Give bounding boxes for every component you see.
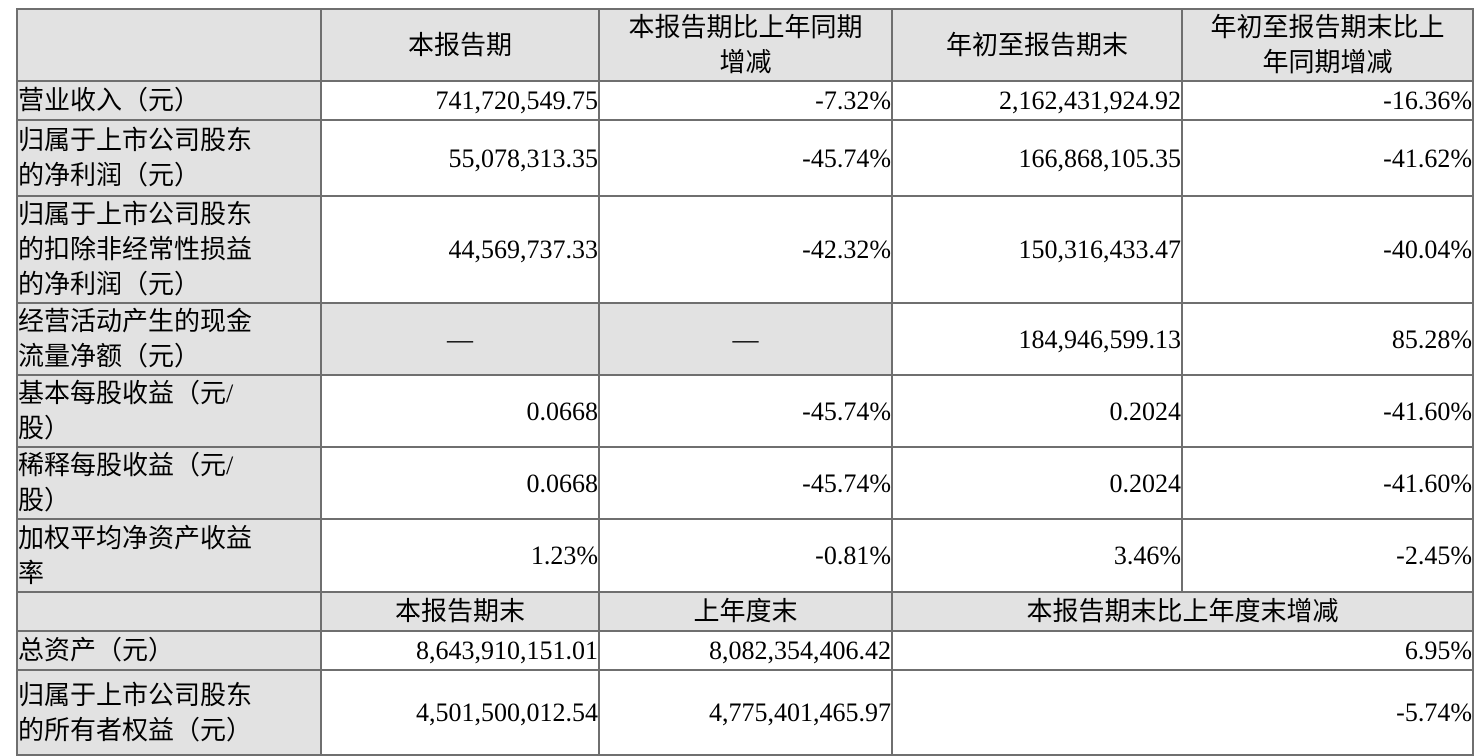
cell-value: 55,078,313.35 — [320, 119, 600, 197]
table-row-total-assets: 总资产（元） 8,643,910,151.01 8,082,354,406.42… — [16, 630, 1474, 671]
cell-value: 4,501,500,012.54 — [320, 669, 600, 756]
cell-value: -41.62% — [1181, 119, 1474, 197]
table-row-revenue: 营业收入（元） 741,720,549.75 -7.32% 2,162,431,… — [16, 80, 1474, 121]
header-period-vs-lastyear-change: 本报告期末比上年度末增减 — [891, 591, 1474, 632]
cell-value: 2,162,431,924.92 — [891, 80, 1183, 121]
table-row-weighted-avg-roe: 加权平均净资产收益 率 1.23% -0.81% 3.46% -2.45% — [16, 518, 1474, 593]
cell-value-dash: — — [598, 302, 893, 376]
cell-value: 8,643,910,151.01 — [320, 630, 600, 671]
cell-value: -2.45% — [1181, 518, 1474, 593]
row-label: 归属于上市公司股东 的所有者权益（元） — [16, 669, 322, 756]
cell-value: 741,720,549.75 — [320, 80, 600, 121]
cell-value: -45.74% — [598, 374, 893, 448]
cell-value: -16.36% — [1181, 80, 1474, 121]
cell-value: -42.32% — [598, 195, 893, 304]
header-row-period-end: 本报告期末 上年度末 本报告期末比上年度末增减 — [16, 591, 1474, 632]
cell-value: 8,082,354,406.42 — [598, 630, 893, 671]
row-label: 加权平均净资产收益 率 — [16, 518, 322, 593]
cell-value: 3.46% — [891, 518, 1183, 593]
table-row-diluted-eps: 稀释每股收益（元/ 股） 0.0668 -45.74% 0.2024 -41.6… — [16, 446, 1474, 520]
header-empty — [16, 8, 322, 82]
cell-value: -40.04% — [1181, 195, 1474, 304]
cell-value: 184,946,599.13 — [891, 302, 1183, 376]
row-label: 归属于上市公司股东 的扣除非经常性损益 的净利润（元） — [16, 195, 322, 304]
cell-value: 166,868,105.35 — [891, 119, 1183, 197]
header-current-period: 本报告期 — [320, 8, 600, 82]
cell-value: 0.2024 — [891, 374, 1183, 448]
table-row-net-profit-excl-nonrecurring: 归属于上市公司股东 的扣除非经常性损益 的净利润（元） 44,569,737.3… — [16, 195, 1474, 304]
cell-value: 0.2024 — [891, 446, 1183, 520]
cell-value: 0.0668 — [320, 446, 600, 520]
cell-value: -7.32% — [598, 80, 893, 121]
cell-value: -41.60% — [1181, 374, 1474, 448]
cell-value: 85.28% — [1181, 302, 1474, 376]
cell-value: -5.74% — [891, 669, 1474, 756]
header-end-of-period: 本报告期末 — [320, 591, 600, 632]
cell-value: -0.81% — [598, 518, 893, 593]
table-row-net-profit: 归属于上市公司股东 的净利润（元） 55,078,313.35 -45.74% … — [16, 119, 1474, 197]
cell-value: -41.60% — [1181, 446, 1474, 520]
cell-value: 44,569,737.33 — [320, 195, 600, 304]
row-label: 归属于上市公司股东 的净利润（元） — [16, 119, 322, 197]
row-label: 营业收入（元） — [16, 80, 322, 121]
row-label: 总资产（元） — [16, 630, 322, 671]
header-row-period: 本报告期 本报告期比上年同期 增减 年初至报告期末 年初至报告期末比上 年同期增… — [16, 8, 1474, 82]
cell-value: 6.95% — [891, 630, 1474, 671]
cell-value: -45.74% — [598, 119, 893, 197]
header-end-of-last-year: 上年度末 — [598, 591, 893, 632]
row-label: 基本每股收益（元/ 股） — [16, 374, 322, 448]
row-label: 稀释每股收益（元/ 股） — [16, 446, 322, 520]
row-label: 经营活动产生的现金 流量净额（元） — [16, 302, 322, 376]
cell-value: 1.23% — [320, 518, 600, 593]
header-ytd-yoy-change: 年初至报告期末比上 年同期增减 — [1181, 8, 1474, 82]
table-row-owners-equity: 归属于上市公司股东 的所有者权益（元） 4,501,500,012.54 4,7… — [16, 669, 1474, 756]
cell-value: 150,316,433.47 — [891, 195, 1183, 304]
cell-value: 0.0668 — [320, 374, 600, 448]
cell-value: 4,775,401,465.97 — [598, 669, 893, 756]
table-row-basic-eps: 基本每股收益（元/ 股） 0.0668 -45.74% 0.2024 -41.6… — [16, 374, 1474, 448]
table-row-operating-cash-flow: 经营活动产生的现金 流量净额（元） — — 184,946,599.13 85.… — [16, 302, 1474, 376]
header-period-yoy-change: 本报告期比上年同期 增减 — [598, 8, 893, 82]
financial-summary-table: 本报告期 本报告期比上年同期 增减 年初至报告期末 年初至报告期末比上 年同期增… — [16, 8, 1474, 756]
header-empty — [16, 591, 322, 632]
header-ytd: 年初至报告期末 — [891, 8, 1183, 82]
cell-value: -45.74% — [598, 446, 893, 520]
cell-value-dash: — — [320, 302, 600, 376]
